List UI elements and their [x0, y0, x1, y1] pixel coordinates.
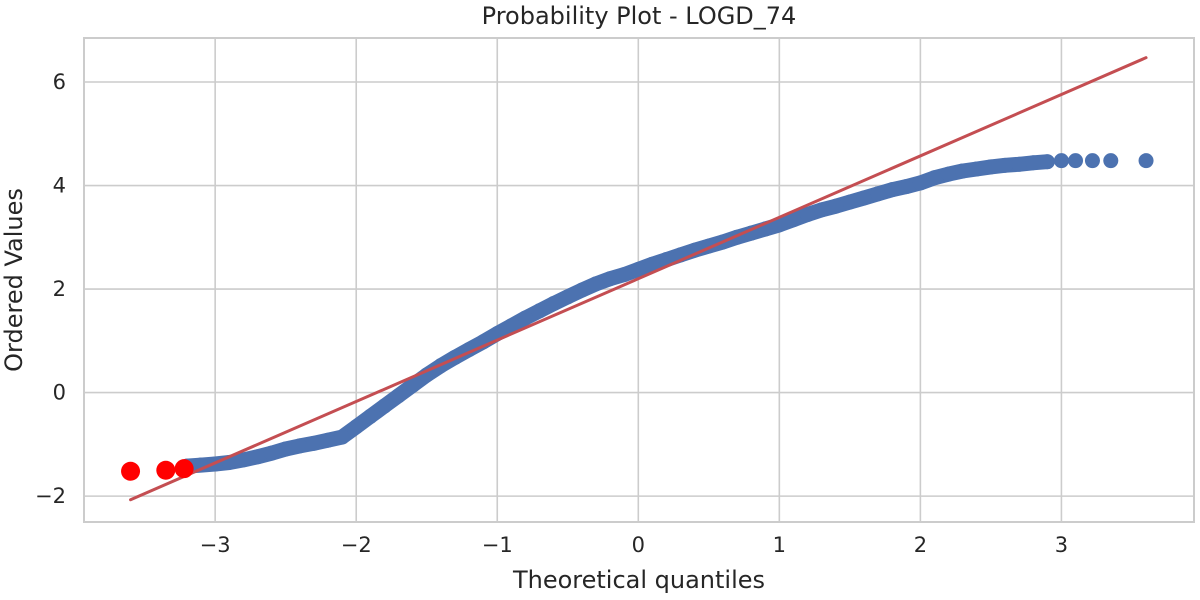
sample-point	[517, 310, 533, 326]
sample-point	[870, 186, 886, 202]
sample-point	[249, 449, 265, 465]
x-tick-label: 1	[773, 533, 786, 557]
sample-point	[800, 207, 816, 223]
plot-data	[121, 56, 1154, 502]
sample-point	[828, 198, 844, 214]
sample-point	[616, 267, 632, 283]
fit-line	[129, 56, 1148, 502]
plot-frame	[83, 37, 1195, 523]
sample-point	[1039, 154, 1055, 170]
outlier-point	[121, 461, 141, 481]
sample-point	[1138, 153, 1154, 169]
x-tick-label: −3	[200, 533, 231, 557]
sample-point	[785, 212, 801, 228]
grid-lines	[84, 38, 1194, 522]
sample-point	[630, 261, 646, 277]
sample-point	[1053, 153, 1069, 169]
sample-point	[955, 163, 971, 179]
outlier-point	[156, 460, 176, 480]
sample-point	[898, 179, 914, 195]
sample-point	[235, 452, 251, 468]
sample-point	[264, 445, 280, 461]
x-axis-label: Theoretical quantiles	[512, 566, 765, 594]
sample-point	[588, 276, 604, 292]
sample-point	[983, 159, 999, 175]
sample-point	[842, 194, 858, 210]
x-tick-label: −2	[341, 533, 372, 557]
sample-point	[912, 175, 928, 191]
sample-point	[376, 398, 392, 414]
sample-point	[574, 282, 590, 298]
sample-point	[391, 388, 407, 404]
sample-point	[503, 318, 519, 334]
sample-point	[1084, 153, 1100, 169]
sample-point	[602, 271, 618, 287]
sample-point	[997, 157, 1013, 173]
sample-point	[546, 296, 562, 312]
sample-point	[926, 170, 942, 186]
sample-point	[941, 166, 957, 182]
sample-point	[348, 419, 364, 435]
y-tick-label: 0	[53, 381, 66, 405]
sample-point	[856, 190, 872, 206]
outlier-point	[174, 459, 194, 479]
sample-point	[334, 429, 350, 445]
sample-point	[532, 303, 548, 319]
sample-point	[1103, 153, 1119, 169]
sample-point	[969, 161, 985, 177]
sample-point	[560, 289, 576, 305]
sample-point	[362, 408, 378, 424]
y-tick-label: 2	[53, 277, 66, 301]
sample-point	[278, 441, 294, 457]
sample-point	[405, 377, 421, 393]
sample-point	[1068, 153, 1084, 169]
sample-point	[771, 217, 787, 233]
sample-point	[814, 202, 830, 218]
y-axis-label: Ordered Values	[0, 188, 28, 372]
y-tick-label: 4	[53, 174, 66, 198]
sample-point	[884, 182, 900, 198]
x-tick-label: 3	[1055, 533, 1068, 557]
sample-point	[306, 435, 322, 451]
tick-labels: −3 −2 −1 0 1 2 3 −2 0 2 4 6	[35, 70, 1068, 557]
x-tick-label: −1	[482, 533, 513, 557]
sample-point	[320, 432, 336, 448]
x-tick-label: 2	[914, 533, 927, 557]
y-tick-label: 6	[53, 70, 66, 94]
sample-point	[644, 256, 660, 272]
sample-point	[1011, 156, 1027, 172]
chart-title: Probability Plot - LOGD_74	[482, 2, 797, 30]
x-tick-label: 0	[632, 533, 645, 557]
sample-point	[1025, 155, 1041, 171]
y-tick-label: −2	[35, 484, 66, 508]
sample-point	[292, 438, 308, 454]
